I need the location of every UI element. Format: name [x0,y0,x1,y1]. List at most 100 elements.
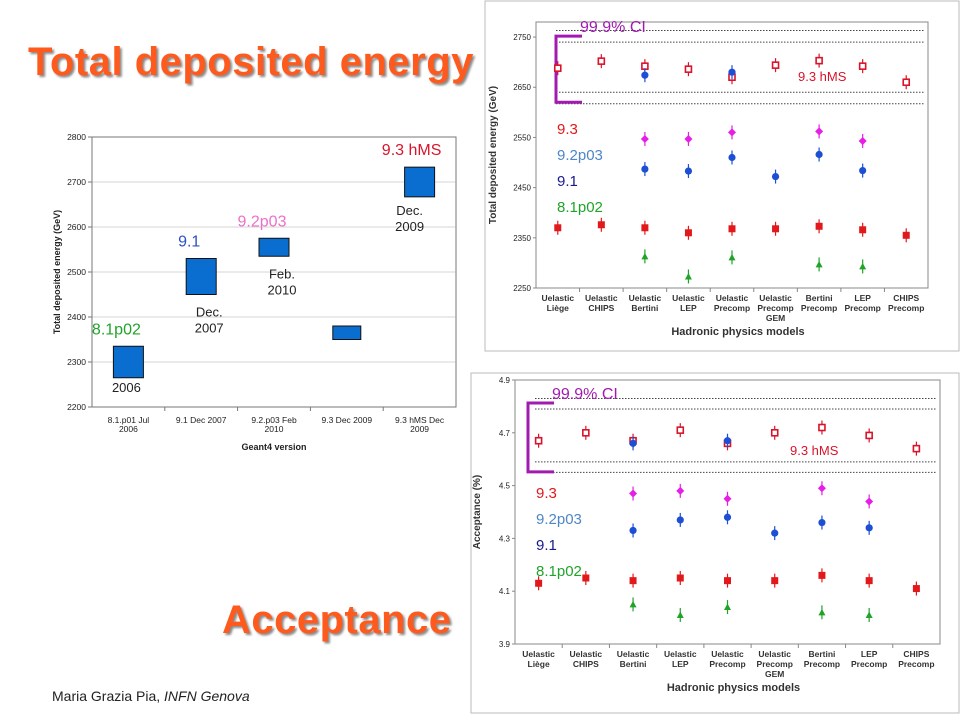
x-tick-label: Bertini [631,303,658,313]
x-tick-label: Uelastic [570,649,603,659]
point-9-1 [676,516,684,524]
footer-credit: Maria Grazia Pia, INFN Genova [52,688,250,704]
point-9-2p03 [629,489,638,498]
point-9-3-hms [902,78,911,87]
range-box [404,166,436,198]
point-8-1p02 [629,600,637,608]
point-9-2p03 [728,128,736,137]
x-tick-label: Bertini [620,659,647,669]
point-9-1 [865,524,873,532]
point-9-3 [641,224,649,232]
y-tick-label: 2400 [67,312,86,322]
date-label: 2010 [268,282,297,297]
point-9-3-hms [553,64,562,72]
x-axis-label: Hadronic physics models [667,682,800,694]
point-9-3 [582,574,590,582]
range-box [112,345,144,379]
point-9-3 [815,222,823,230]
y-tick-label: 2350 [513,234,531,243]
point-9-2p03 [640,134,649,143]
x-tick-label: 2010 [265,424,284,434]
date-label: 2009 [395,219,424,234]
point-9-3-hms [818,423,826,432]
legend-entry: 9.1 [557,173,578,190]
point-9-2p03 [858,136,867,145]
point-9-3 [902,231,910,239]
x-tick-label: 9.3 hMS Dec [395,415,445,425]
y-tick-label: 2300 [67,357,86,367]
legend-entry: 9.3 [536,485,557,502]
x-tick-label: Precomp [757,303,793,313]
legend-entry: 9.3 [557,121,578,138]
x-tick-label: Uelastic [672,293,705,303]
point-8-1p02 [676,611,684,618]
x-tick-label: Uelastic [541,293,574,303]
x-tick-label: Bertini [808,649,835,659]
point-9-3 [771,577,779,585]
legend-entry: 9.2p03 [557,147,603,164]
point-9-3 [865,577,873,585]
point-9-3 [684,229,692,237]
point-9-1 [859,166,867,175]
hms-label: 9.3 hMS [798,69,847,84]
point-9-1 [728,68,736,76]
x-tick-label: Uelastic [585,293,618,303]
y-tick-label: 4.7 [499,429,511,438]
point-9-1 [684,167,693,175]
y-tick-label: 2550 [513,133,531,142]
x-tick-label: 9.1 Dec 2007 [176,415,227,425]
point-8-1p02 [724,603,731,611]
x-axis-label: Geant4 version [241,442,306,452]
range-box [332,325,362,340]
version-label: 9.2p03 [238,213,287,230]
point-9-1 [629,439,637,447]
point-9-3 [597,221,605,229]
ci-label: 99.9% CI [580,19,646,36]
x-tick-label: LEP [861,649,878,659]
y-tick-label: 2700 [67,177,86,187]
x-tick-label: CHIPS [573,659,599,669]
x-tick-label: Precomp [714,303,750,313]
acceptance-title: Acceptance [222,598,452,642]
x-tick-label: CHIPS [903,649,929,659]
y-tick-label: 4.5 [499,482,511,491]
point-8-1p02 [859,262,867,270]
x-tick-label: Uelastic [664,649,697,659]
panel-frame [484,0,960,352]
point-9-2p03 [817,484,826,493]
point-9-2p03 [723,494,732,503]
point-9-2p03 [676,486,685,495]
y-tick-label: 4.3 [499,534,511,543]
legend-entry: 9.1 [536,537,557,554]
ci-bracket [526,401,554,474]
x-tick-label: Precomp [844,303,880,313]
y-tick-label: 2500 [67,267,86,277]
date-label: Dec. [396,203,423,218]
point-9-1 [771,529,779,537]
total-energy-title: Total deposited energy [28,40,474,84]
point-9-3 [629,577,637,585]
x-tick-label: LEP [854,293,871,303]
x-tick-label: Uelastic [617,649,650,659]
plot-frame [535,21,929,289]
version-label: 9.1 [178,234,200,251]
y-axis-label: Acceptance (%) [472,475,483,549]
point-8-1p02 [818,608,826,616]
y-tick-label: 2750 [513,33,531,42]
point-9-3 [772,225,780,233]
point-9-1 [629,526,637,535]
x-tick-label: Uelastic [716,293,749,303]
point-9-3-hms [858,62,867,70]
point-8-1p02 [865,611,873,618]
x-tick-label: Bertini [806,293,833,303]
footer-author: Maria Grazia Pia, [52,688,161,704]
point-9-3 [818,571,826,579]
point-9-3 [724,577,731,585]
legend-entry: 8.1p02 [536,563,582,580]
y-axis-label: Total deposited energy (GeV) [488,86,499,224]
point-9-2p03 [865,497,874,506]
x-tick-label: Uelastic [522,649,555,659]
point-9-3 [728,225,736,233]
y-tick-label: 2250 [513,284,531,293]
